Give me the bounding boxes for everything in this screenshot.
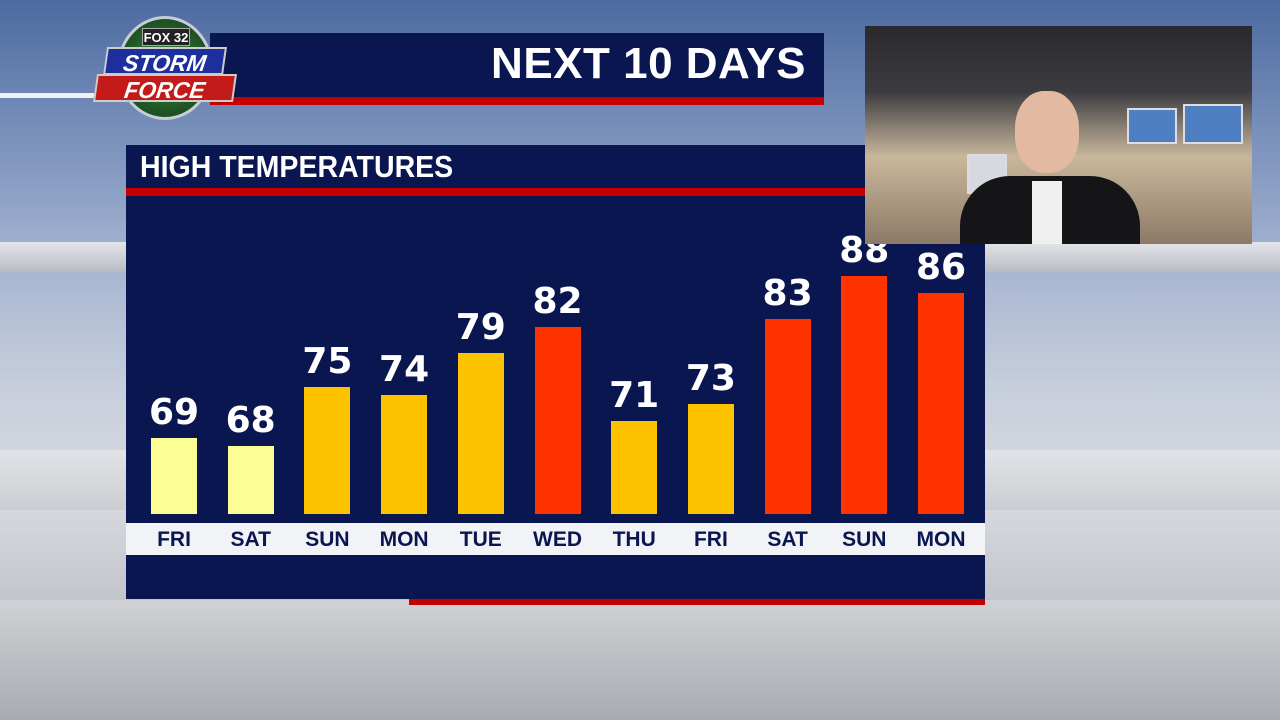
panel-bottom-accent xyxy=(409,599,985,605)
value-label-7: 73 xyxy=(685,357,736,399)
title-bar-accent xyxy=(210,97,824,105)
bar-1 xyxy=(227,446,274,514)
presenter-video-inset xyxy=(865,26,1252,244)
bar-10 xyxy=(918,293,964,514)
day-label-5: WED xyxy=(533,528,582,551)
page-title: NEXT 10 DAYS xyxy=(491,39,806,88)
value-label-8: 83 xyxy=(762,272,813,314)
backdrop-floor xyxy=(0,600,1280,720)
logo-line2: FORCE xyxy=(93,74,237,103)
bar-8 xyxy=(764,318,811,514)
day-label-2: SUN xyxy=(305,528,350,551)
logo-network: FOX 32 xyxy=(142,28,190,46)
value-label-2: 75 xyxy=(302,340,353,382)
day-label-8: SAT xyxy=(767,528,808,551)
bar-6 xyxy=(611,420,658,514)
chart-panel: HIGH TEMPERATURES 69 FRI 68 SAT 75 SUN 74 MON 79… xyxy=(126,145,985,599)
value-label-6: 71 xyxy=(609,374,660,416)
bar-3 xyxy=(381,395,428,514)
day-label-3: MON xyxy=(379,528,429,551)
bar-7 xyxy=(687,403,734,514)
bar-5 xyxy=(534,327,581,514)
value-label-10: 86 xyxy=(915,247,967,288)
day-label-strip xyxy=(126,523,985,555)
day-label-1: SAT xyxy=(230,528,271,551)
chart-title-accent xyxy=(126,188,985,196)
bar-9 xyxy=(841,276,888,514)
value-label-0: 69 xyxy=(148,391,200,433)
title-bar: NEXT 10 DAYS xyxy=(210,33,824,105)
bar-4 xyxy=(457,352,504,514)
divider xyxy=(0,93,100,98)
value-label-3: 74 xyxy=(379,349,430,390)
value-label-5: 82 xyxy=(532,281,583,322)
day-label-6: THU xyxy=(612,528,656,551)
day-label-0: FRI xyxy=(157,528,191,551)
day-label-4: TUE xyxy=(459,528,502,551)
storm-force-logo: FOX 32 STORM FORCE xyxy=(93,14,237,122)
bar-0 xyxy=(151,437,197,514)
presenter xyxy=(1015,91,1079,173)
day-label-7: FRI xyxy=(693,528,728,551)
logo-line1: STORM xyxy=(103,47,227,76)
value-label-1: 68 xyxy=(225,400,276,441)
day-label-9: SUN xyxy=(842,528,887,551)
chart-title: HIGH TEMPERATURES xyxy=(140,149,454,184)
value-label-4: 79 xyxy=(455,306,506,348)
bar-2 xyxy=(304,386,351,514)
day-label-10: MON xyxy=(916,528,966,551)
